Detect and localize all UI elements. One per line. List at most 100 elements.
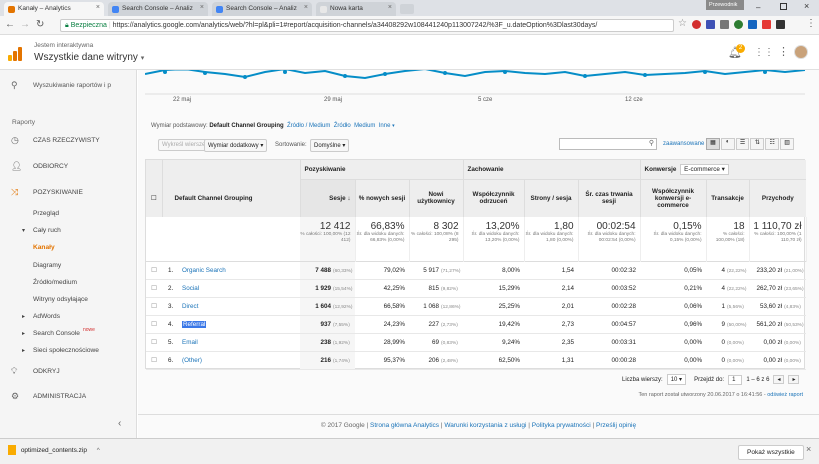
extension-icon[interactable] [734, 20, 743, 29]
col-header-ecommerce-rate[interactable]: Współczynnik konwersji e-commerce [640, 179, 707, 217]
download-item[interactable]: optimized_contents.zip ^ [8, 445, 128, 459]
close-icon[interactable]: × [199, 4, 204, 11]
close-icon[interactable]: × [806, 444, 812, 454]
property-selector[interactable]: Wszystkie dane witryny ▾ [34, 52, 144, 63]
sidebar-item-all-traffic[interactable]: ▾ Cały ruch [22, 227, 61, 234]
col-header-transactions[interactable]: Transakcje [706, 179, 750, 217]
rows-per-page-dropdown[interactable]: 10 ▾ [666, 374, 687, 385]
close-icon[interactable]: × [303, 4, 308, 11]
footer-link-home[interactable]: Strona główna Analytics [370, 422, 440, 429]
footer-link-terms[interactable]: Warunki korzystania z usługi [444, 422, 527, 429]
apps-grid-icon[interactable]: ⋮⋮ [754, 47, 774, 58]
sidebar-item-referrals[interactable]: Witryny odsyłające [33, 296, 88, 303]
sidebar-item-admin[interactable]: ⚙ ADMINISTRACJA [11, 391, 87, 401]
close-icon[interactable]: × [95, 4, 100, 11]
dimension-other[interactable]: Inne [378, 123, 391, 129]
sort-type-dropdown[interactable]: Domyślne ▾ [310, 139, 350, 152]
next-page-icon[interactable]: ▸ [788, 375, 800, 384]
report-search[interactable]: ⚲ Wyszukiwanie raportów i p [0, 80, 137, 94]
forward-icon[interactable]: → [20, 19, 30, 30]
sidebar-item-social[interactable]: ▸ Sieci społecznościowe [22, 347, 99, 354]
sidebar-item-treemaps[interactable]: Diagramy [33, 262, 62, 269]
col-header-new-sessions[interactable]: % nowych sesji [355, 179, 410, 217]
extension-icon[interactable] [706, 20, 715, 29]
back-icon[interactable]: ← [5, 19, 15, 30]
row-checkbox[interactable]: ☐ [151, 266, 157, 274]
prev-page-icon[interactable]: ◂ [773, 375, 785, 384]
new-tab-button[interactable] [400, 4, 414, 14]
sidebar-item-acquisition[interactable]: ⤨ POZYSKIWANIE [11, 187, 83, 197]
menu-icon[interactable]: ⋮ [806, 18, 816, 29]
avatar[interactable] [794, 45, 808, 59]
comparison-view-icon[interactable]: ⇅ [750, 138, 765, 150]
sidebar-item-source-medium[interactable]: Źródło/medium [33, 279, 77, 286]
browser-tab-analytics[interactable]: Kanały – Analytics × [4, 2, 104, 16]
minimize-icon[interactable]: – [756, 3, 761, 12]
col-header-revenue[interactable]: Przychody [761, 194, 794, 202]
maximize-icon[interactable] [780, 3, 787, 10]
channel-link[interactable]: (Other) [182, 356, 202, 364]
dimension-source[interactable]: Źródło [333, 123, 351, 129]
plot-rows-button[interactable]: Wykreśl wiersze [158, 139, 210, 151]
extension-icon[interactable] [692, 20, 701, 29]
reload-icon[interactable]: ↻ [36, 19, 45, 30]
search-input[interactable]: Wyszukiwanie raportów i p [33, 82, 111, 89]
extension-icon[interactable] [762, 20, 771, 29]
secondary-dimension-dropdown[interactable]: Wymiar dodatkowy ▾ [204, 139, 268, 152]
col-header-sessions[interactable]: Sesje ↓ [300, 179, 356, 217]
pie-view-icon[interactable]: ◐ [720, 138, 735, 150]
more-vert-icon[interactable]: ⋮ [778, 46, 789, 58]
channel-link[interactable]: Social [182, 284, 200, 292]
footer-link-privacy[interactable]: Polityka prywatności [531, 422, 591, 429]
select-all-checkbox[interactable]: ☐ [146, 179, 163, 217]
sidebar-item-search-console[interactable]: ▸ Search Console nowe [22, 327, 95, 337]
browser-tab-search-console-2[interactable]: Search Console – Analiz × [212, 2, 312, 16]
sidebar-item-adwords[interactable]: ▸ AdWords [22, 313, 60, 320]
row-checkbox[interactable]: ☐ [151, 356, 157, 364]
row-checkbox[interactable]: ☐ [151, 284, 157, 292]
dimension-medium[interactable]: Medium [354, 123, 376, 129]
row-checkbox[interactable]: ☐ [151, 338, 157, 346]
close-icon[interactable]: × [387, 4, 392, 11]
col-header-avg-duration[interactable]: Śr. czas trwania sesji [578, 179, 641, 217]
advanced-filter-link[interactable]: zaawansowane [663, 141, 705, 147]
col-header-bounce-rate[interactable]: Współczynnik odrzuceń [463, 179, 525, 217]
sidebar-item-realtime[interactable]: ◷ CZAS RZECZYWISTY [11, 135, 100, 145]
goto-input[interactable]: 1 [728, 374, 743, 385]
profile-button[interactable]: Przewodnik [706, 0, 744, 10]
row-checkbox[interactable]: ☐ [151, 302, 157, 310]
footer-link-feedback[interactable]: Prześlij opinię [596, 422, 637, 429]
table-search-input[interactable]: ⚲ [559, 138, 657, 150]
channel-link[interactable]: Organic Search [182, 266, 226, 274]
table-view-icon[interactable]: ▦ [706, 138, 720, 150]
address-bar[interactable]: 🔒︎ Bezpieczna | https://analytics.google… [60, 19, 674, 32]
close-window-icon[interactable]: × [804, 1, 810, 11]
row-checkbox[interactable]: ☐ [151, 320, 157, 328]
sidebar-item-channels[interactable]: Kanały [33, 244, 55, 251]
sidebar-item-discover[interactable]: 💡︎ ODKRYJ [11, 366, 60, 376]
channel-link[interactable]: Direct [182, 302, 199, 310]
extension-icon[interactable] [748, 20, 757, 29]
channel-link[interactable]: Referral [182, 320, 207, 328]
browser-tab-search-console-1[interactable]: Search Console – Analiz × [108, 2, 208, 16]
caret-up-icon[interactable]: ^ [96, 446, 100, 454]
pivot-view-icon[interactable]: ▥ [780, 138, 794, 150]
sidebar-item-overview[interactable]: Przegląd [33, 210, 60, 217]
col-header-dimension[interactable]: Default Channel Grouping [162, 179, 301, 217]
col-header-new-users[interactable]: Nowi użytkownicy [409, 179, 464, 217]
term-cloud-icon[interactable]: ☷ [765, 138, 780, 150]
extension-icon[interactable] [776, 20, 785, 29]
extension-icon[interactable] [720, 20, 729, 29]
performance-view-icon[interactable]: ☰ [735, 138, 750, 150]
dimension-source-medium[interactable]: Źródło / Medium [287, 123, 331, 129]
show-all-downloads-button[interactable]: Pokaż wszystkie [738, 445, 804, 460]
conversion-type-dropdown[interactable]: E-commerce ▾ [680, 163, 729, 175]
col-header-pages-session[interactable]: Strony / sesja [524, 179, 579, 217]
star-icon[interactable]: ☆ [678, 18, 687, 29]
channel-link[interactable]: Email [182, 338, 198, 346]
collapse-sidebar-icon[interactable]: ‹ [118, 418, 122, 429]
browser-tab-new[interactable]: Nowa karta × [316, 2, 396, 16]
sidebar-item-audience[interactable]: 👤︎ ODBIORCY [11, 161, 69, 171]
refresh-report-link[interactable]: odśwież raport [767, 392, 803, 398]
total-subtext: % całości: 100,00% (18) [715, 232, 745, 243]
